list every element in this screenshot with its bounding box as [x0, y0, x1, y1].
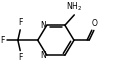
Text: O: O [92, 19, 98, 28]
Text: F: F [18, 18, 22, 27]
Text: NH$_2$: NH$_2$ [66, 0, 82, 13]
Text: N: N [40, 51, 46, 60]
Text: F: F [18, 53, 22, 62]
Text: N: N [40, 21, 46, 30]
Text: F: F [1, 36, 5, 45]
